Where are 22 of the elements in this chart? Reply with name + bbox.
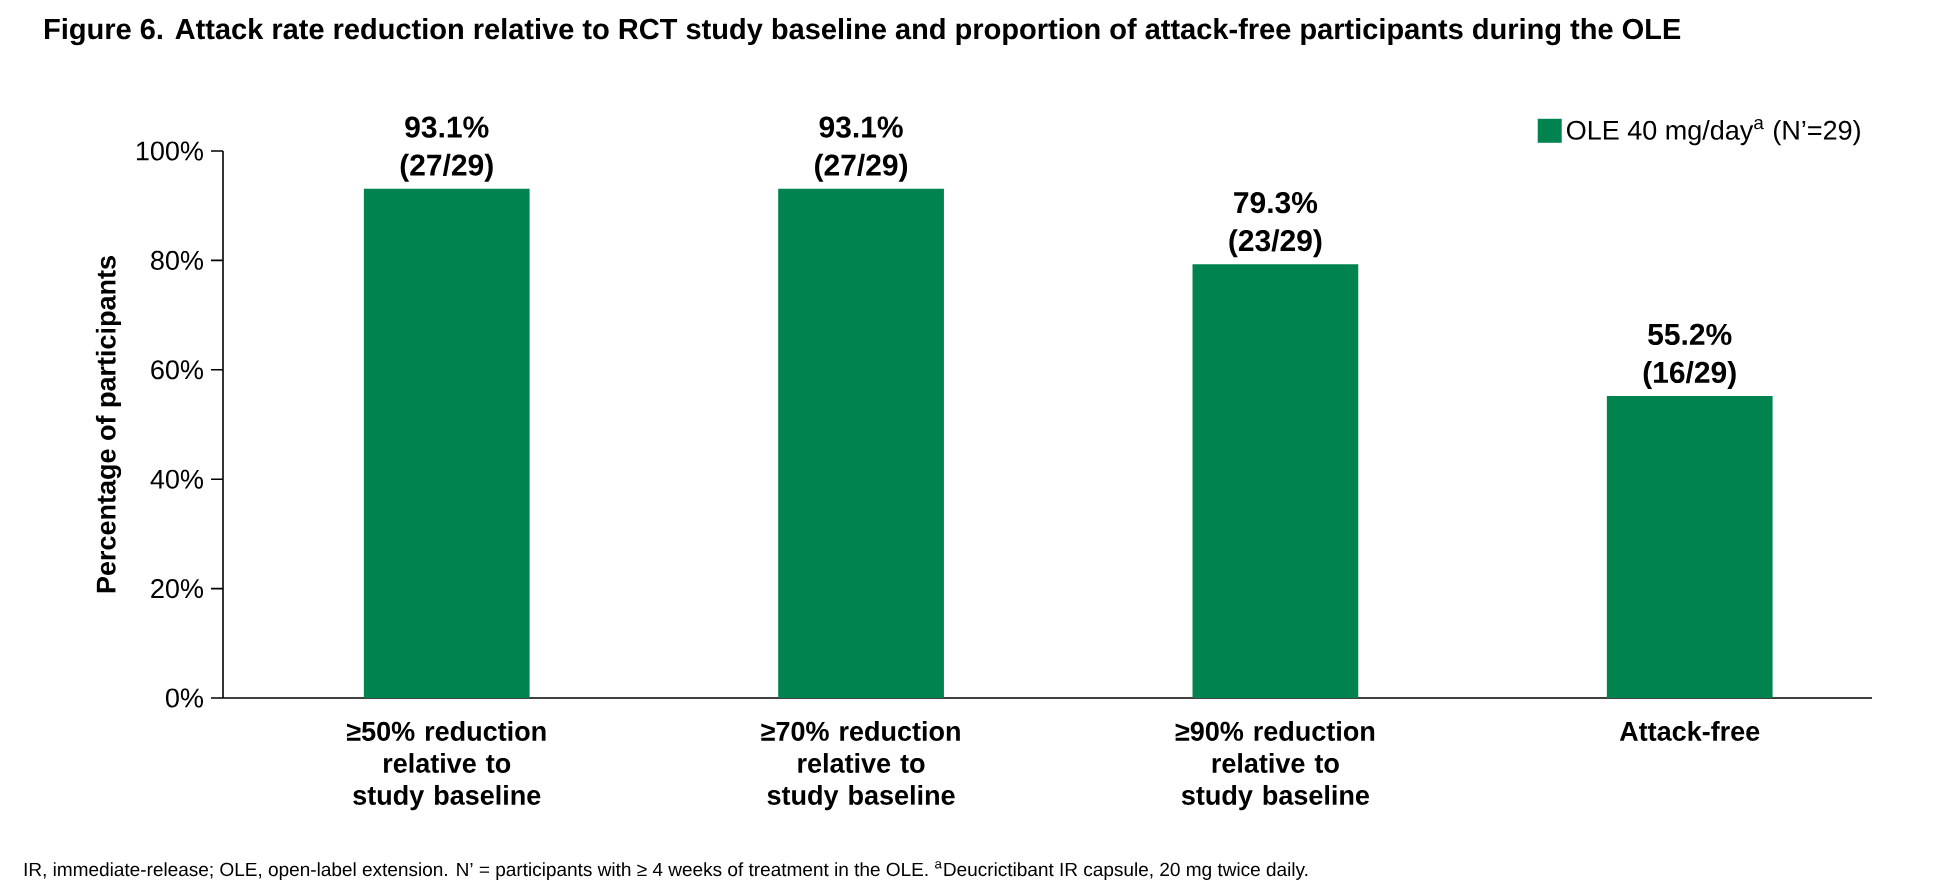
x-tick-label: ≥50% reduction relative to study baseline	[346, 721, 546, 811]
legend-label: OLE 40 mg/day$^{a}$ (N’=29)	[1567, 118, 1860, 146]
x-tick-label: Attack-free	[1619, 721, 1760, 741]
y-tick-label: 60%	[151, 360, 203, 380]
data-label: 93.1% (27/29)	[400, 116, 493, 182]
y-tick-label: 80%	[151, 250, 203, 270]
text: IR, immediate-release; OLE, open-label extension. N’ = participants with ≥ 4 weeks of treatment in the OLE. $^{a}$Deucrictibant IR capsule, 20 mg twice daily.	[24, 861, 1308, 880]
chart-title: Figure 6. Attack rate reduction relative to RCT study baseline and proportion of attack-free participants during the OLE	[45, 18, 1681, 46]
y-tick-label: 0%	[165, 688, 203, 708]
y-tick-label: 100%	[136, 141, 203, 161]
bar	[778, 188, 944, 698]
x-tick-label: ≥70% reduction relative to study baseline	[761, 721, 960, 811]
bar	[1606, 396, 1773, 698]
y-axis-title: Percentage of participants	[95, 256, 122, 593]
bar	[363, 188, 530, 698]
data-label: 79.3% (23/29)	[1229, 191, 1322, 258]
x-tick-label: ≥90% reduction relative to study baseline	[1175, 721, 1375, 811]
data-label: 93.1% (27/29)	[815, 116, 908, 182]
data-label: 55.2% (16/29)	[1643, 323, 1736, 389]
y-tick-label: 40%	[150, 469, 203, 489]
bar	[1192, 264, 1359, 698]
y-tick-label: 20%	[151, 579, 203, 599]
